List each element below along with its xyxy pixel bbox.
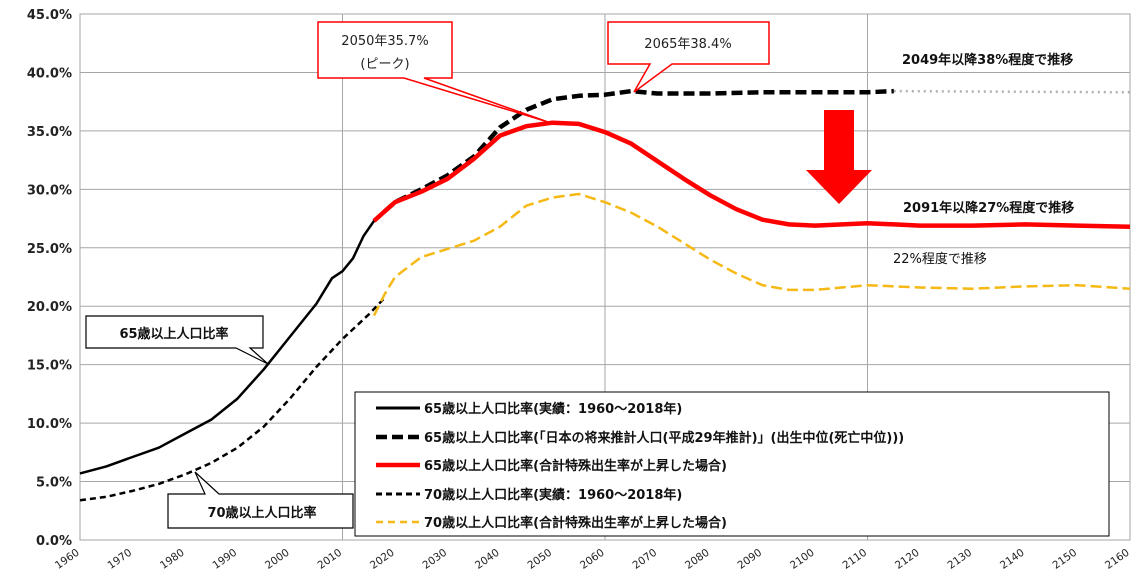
x-tick-label: 2100 [788, 547, 817, 572]
legend-label-70-fertility: 70歳以上人口比率(合計特殊出生率が上昇した場合) [424, 515, 727, 531]
y-axis: 0.0% 5.0% 10.0% 15.0% 20.0% 25.0% 30.0% 35.0% 40… [27, 8, 72, 549]
label-65-text: 65歳以上人口比率 [119, 326, 228, 342]
x-tick-label: 2010 [315, 547, 344, 572]
note-22-percent: 22%程度で推移 [893, 251, 987, 267]
x-tick-label: 2020 [368, 547, 397, 572]
x-tick-label: 2120 [893, 547, 922, 572]
y-tick-label: 35.0% [27, 125, 72, 140]
x-tick-label: 2080 [683, 547, 712, 572]
callout-2065-text: 2065年38.4% [644, 37, 731, 52]
y-tick-label: 0.0% [36, 534, 72, 549]
label-65-callout: 65歳以上人口比率 [86, 316, 268, 364]
x-tick-label: 2000 [263, 547, 292, 572]
x-tick-label: 1990 [210, 547, 239, 572]
x-tick-label: 2030 [420, 547, 449, 572]
x-tick-label: 2040 [473, 547, 502, 572]
legend: 65歳以上人口比率(実績：1960～2018年) 65歳以上人口比率(「日本の将… [355, 392, 1109, 536]
legend-label-70-actual: 70歳以上人口比率(実績：1960～2018年) [424, 487, 682, 503]
y-tick-label: 5.0% [36, 476, 72, 491]
x-tick-label: 1970 [105, 547, 134, 572]
y-tick-label: 10.0% [27, 417, 72, 432]
y-tick-label: 20.0% [27, 300, 72, 315]
x-tick-label: 2060 [578, 547, 607, 572]
callout-peak-line1: 2050年35.7% [341, 34, 428, 49]
series-line-5 [894, 91, 1130, 92]
callout-2065: 2065年38.4% [608, 22, 769, 92]
x-tick-label: 2070 [630, 547, 659, 572]
x-tick-label: 2090 [735, 547, 764, 572]
legend-label-65-fertility: 65歳以上人口比率(合計特殊出生率が上昇した場合) [424, 458, 727, 474]
label-70-text: 70歳以上人口比率 [207, 505, 316, 521]
x-tick-label: 2110 [840, 547, 869, 572]
x-tick-label: 2150 [1050, 547, 1079, 572]
y-tick-label: 30.0% [27, 183, 72, 198]
callout-peak-line2: (ピーク) [360, 57, 409, 72]
x-tick-label: 1980 [158, 547, 187, 572]
x-tick-label: 2160 [1103, 547, 1132, 572]
legend-item-65-fertility: 65歳以上人口比率(合計特殊出生率が上昇した場合) [376, 458, 727, 474]
legend-item-70-fertility: 70歳以上人口比率(合計特殊出生率が上昇した場合) [376, 515, 727, 531]
legend-label-65-actual: 65歳以上人口比率(実績：1960～2018年) [424, 401, 682, 417]
x-tick-label: 2140 [998, 547, 1027, 572]
legend-label-65-projection: 65歳以上人口比率(「日本の将来推計人口(平成29年推計)」(出生中位(死亡中位… [424, 430, 904, 446]
y-tick-label: 15.0% [27, 359, 72, 374]
x-axis: 1960 1970 1980 1990 2000 2010 2020 2030 2040 2050… [53, 547, 1132, 572]
y-tick-label: 25.0% [27, 242, 72, 257]
note-27-percent: 2091年以降27%程度で推移 [903, 200, 1074, 216]
x-tick-label: 2050 [525, 547, 554, 572]
callout-2065-box [608, 22, 769, 92]
note-38-percent: 2049年以降38%程度で推移 [902, 52, 1073, 68]
label-70-callout: 70歳以上人口比率 [168, 472, 353, 528]
y-tick-label: 40.0% [27, 66, 72, 81]
x-tick-label: 2130 [945, 547, 974, 572]
y-tick-label: 45.0% [27, 8, 72, 23]
legend-item-65-projection: 65歳以上人口比率(「日本の将来推計人口(平成29年推計)」(出生中位(死亡中位… [376, 430, 904, 446]
x-tick-label: 1960 [53, 547, 82, 572]
down-arrow-icon [806, 110, 872, 204]
